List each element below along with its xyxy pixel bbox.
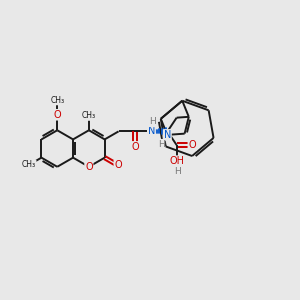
- Text: O: O: [53, 110, 61, 120]
- Text: O: O: [131, 142, 139, 152]
- Text: CH₃: CH₃: [50, 96, 64, 105]
- Text: H: H: [158, 140, 164, 148]
- Text: O: O: [188, 140, 196, 150]
- Text: H: H: [149, 117, 156, 126]
- Text: CH₃: CH₃: [82, 111, 96, 120]
- Text: N: N: [148, 126, 155, 136]
- Text: N: N: [164, 130, 171, 140]
- Text: H: H: [174, 167, 181, 176]
- Text: O: O: [114, 160, 122, 170]
- Text: CH₃: CH₃: [22, 160, 36, 169]
- Text: O: O: [85, 162, 93, 172]
- Text: OH: OH: [169, 156, 184, 166]
